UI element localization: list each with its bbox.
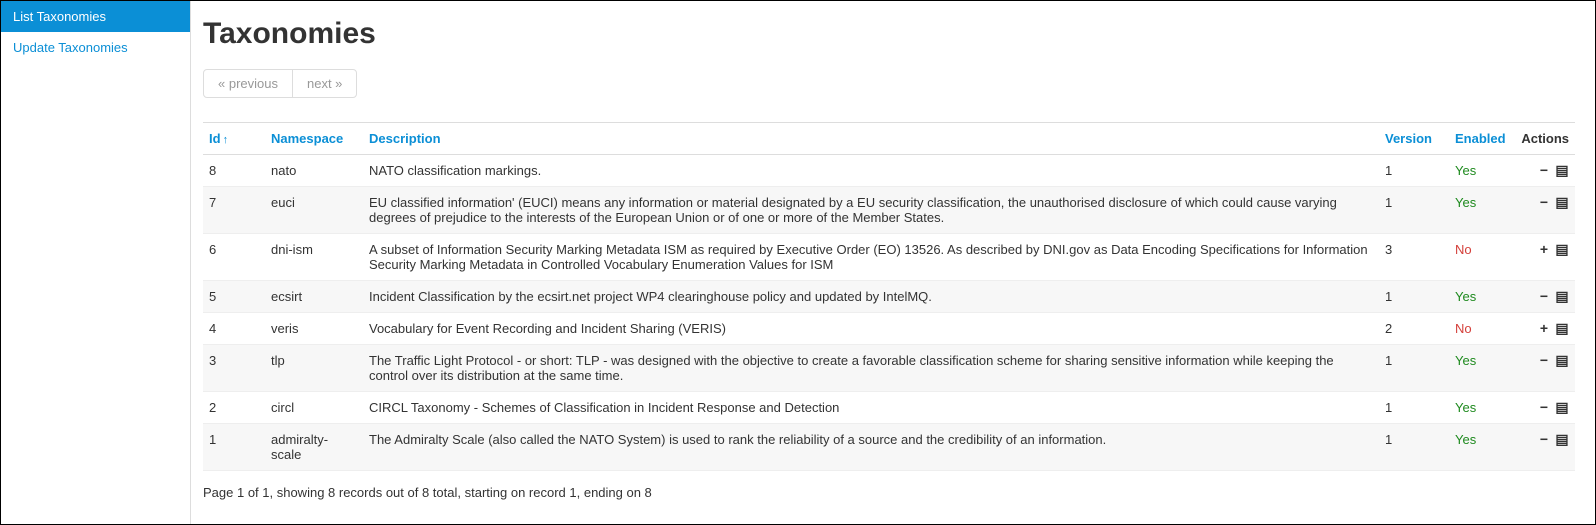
cell-version: 2: [1379, 313, 1449, 345]
col-header-id-label: Id: [209, 131, 221, 146]
cell-version: 3: [1379, 234, 1449, 281]
cell-enabled: Yes: [1449, 187, 1515, 234]
cell-namespace: circl: [265, 392, 363, 424]
view-icon[interactable]: ▤: [1555, 400, 1569, 414]
cell-enabled: Yes: [1449, 281, 1515, 313]
cell-actions: +▤: [1515, 234, 1575, 281]
cell-actions: +▤: [1515, 313, 1575, 345]
disable-icon[interactable]: −: [1537, 432, 1551, 446]
view-icon[interactable]: ▤: [1555, 289, 1569, 303]
cell-namespace: admiralty-scale: [265, 424, 363, 471]
cell-enabled: No: [1449, 313, 1515, 345]
cell-description: Vocabulary for Event Recording and Incid…: [363, 313, 1379, 345]
cell-id: 4: [203, 313, 265, 345]
cell-namespace: euci: [265, 187, 363, 234]
cell-description: The Traffic Light Protocol - or short: T…: [363, 345, 1379, 392]
table-row: 3tlpThe Traffic Light Protocol - or shor…: [203, 345, 1575, 392]
view-icon[interactable]: ▤: [1555, 432, 1569, 446]
cell-enabled: No: [1449, 234, 1515, 281]
view-icon[interactable]: ▤: [1555, 163, 1569, 177]
cell-namespace: nato: [265, 155, 363, 187]
cell-id: 5: [203, 281, 265, 313]
cell-description: NATO classification markings.: [363, 155, 1379, 187]
table-row: 5ecsirtIncident Classification by the ec…: [203, 281, 1575, 313]
cell-actions: −▤: [1515, 424, 1575, 471]
cell-actions: −▤: [1515, 187, 1575, 234]
view-icon[interactable]: ▤: [1555, 321, 1569, 335]
view-icon[interactable]: ▤: [1555, 242, 1569, 256]
cell-namespace: tlp: [265, 345, 363, 392]
pagination-summary: Page 1 of 1, showing 8 records out of 8 …: [203, 485, 1575, 500]
cell-version: 1: [1379, 392, 1449, 424]
cell-description: Incident Classification by the ecsirt.ne…: [363, 281, 1379, 313]
cell-version: 1: [1379, 187, 1449, 234]
pager-prev[interactable]: « previous: [204, 70, 292, 97]
sort-arrow-icon: ↑: [223, 134, 229, 146]
cell-actions: −▤: [1515, 281, 1575, 313]
table-row: 6dni-ismA subset of Information Security…: [203, 234, 1575, 281]
cell-enabled: Yes: [1449, 424, 1515, 471]
cell-version: 1: [1379, 281, 1449, 313]
cell-enabled: Yes: [1449, 392, 1515, 424]
disable-icon[interactable]: −: [1537, 289, 1551, 303]
cell-id: 8: [203, 155, 265, 187]
col-header-namespace[interactable]: Namespace: [265, 123, 363, 155]
table-row: 1admiralty-scaleThe Admiralty Scale (als…: [203, 424, 1575, 471]
cell-namespace: dni-ism: [265, 234, 363, 281]
page-title: Taxonomies: [203, 17, 1575, 51]
cell-namespace: veris: [265, 313, 363, 345]
disable-icon[interactable]: −: [1537, 195, 1551, 209]
table-row: 7euciEU classified information' (EUCI) m…: [203, 187, 1575, 234]
enable-icon[interactable]: +: [1537, 321, 1551, 335]
cell-version: 1: [1379, 345, 1449, 392]
cell-id: 1: [203, 424, 265, 471]
sidebar-item-list-taxonomies[interactable]: List Taxonomies: [1, 1, 190, 32]
cell-enabled: Yes: [1449, 155, 1515, 187]
table-row: 4verisVocabulary for Event Recording and…: [203, 313, 1575, 345]
cell-description: The Admiralty Scale (also called the NAT…: [363, 424, 1379, 471]
cell-description: A subset of Information Security Marking…: [363, 234, 1379, 281]
col-header-id[interactable]: Id↑: [203, 123, 265, 155]
sidebar: List Taxonomies Update Taxonomies: [1, 1, 191, 524]
cell-id: 6: [203, 234, 265, 281]
cell-id: 7: [203, 187, 265, 234]
cell-id: 3: [203, 345, 265, 392]
cell-enabled: Yes: [1449, 345, 1515, 392]
col-header-description[interactable]: Description: [363, 123, 1379, 155]
view-icon[interactable]: ▤: [1555, 353, 1569, 367]
cell-version: 1: [1379, 424, 1449, 471]
taxonomies-table: Id↑ Namespace Description Version Enable…: [203, 122, 1575, 471]
table-row: 2circlCIRCL Taxonomy - Schemes of Classi…: [203, 392, 1575, 424]
cell-actions: −▤: [1515, 155, 1575, 187]
view-icon[interactable]: ▤: [1555, 195, 1569, 209]
cell-actions: −▤: [1515, 392, 1575, 424]
cell-id: 2: [203, 392, 265, 424]
cell-actions: −▤: [1515, 345, 1575, 392]
col-header-version[interactable]: Version: [1379, 123, 1449, 155]
pager-top: « previous next »: [203, 69, 357, 98]
col-header-enabled[interactable]: Enabled: [1449, 123, 1515, 155]
table-row: 8natoNATO classification markings.1Yes−▤: [203, 155, 1575, 187]
pager-next[interactable]: next »: [292, 70, 356, 97]
cell-description: CIRCL Taxonomy - Schemes of Classificati…: [363, 392, 1379, 424]
enable-icon[interactable]: +: [1537, 242, 1551, 256]
cell-version: 1: [1379, 155, 1449, 187]
disable-icon[interactable]: −: [1537, 400, 1551, 414]
col-header-actions: Actions: [1515, 123, 1575, 155]
cell-description: EU classified information' (EUCI) means …: [363, 187, 1379, 234]
cell-namespace: ecsirt: [265, 281, 363, 313]
disable-icon[interactable]: −: [1537, 353, 1551, 367]
sidebar-item-update-taxonomies[interactable]: Update Taxonomies: [1, 32, 190, 63]
main-content: Taxonomies « previous next » Id↑ Namespa…: [191, 1, 1595, 524]
disable-icon[interactable]: −: [1537, 163, 1551, 177]
